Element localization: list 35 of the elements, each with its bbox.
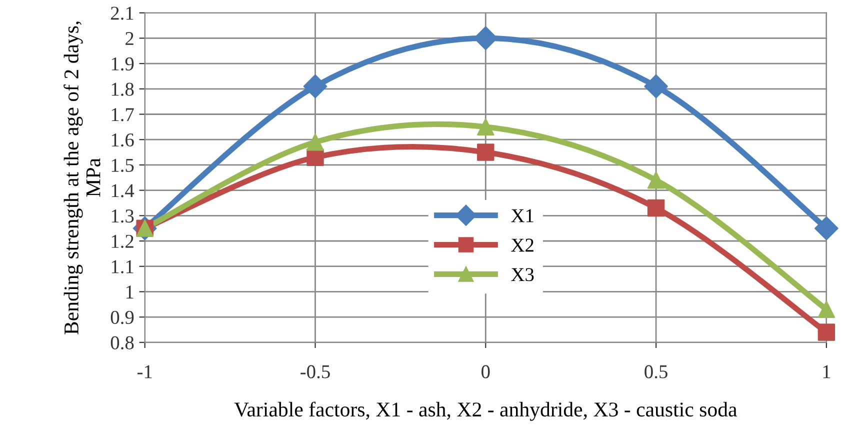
y-tick-label: 1.5 — [112, 158, 134, 172]
y-tick-label: 1.8 — [112, 82, 134, 96]
point — [477, 144, 494, 161]
x-tick-label: 1 — [823, 365, 830, 378]
point — [818, 300, 836, 318]
x-tick-label: 0.5 — [644, 365, 668, 378]
point — [647, 172, 665, 189]
legend-label: X2 — [511, 238, 534, 252]
y-tick-label: 1.6 — [112, 133, 134, 147]
legend-label: X1 — [511, 209, 534, 222]
point — [306, 148, 324, 166]
point — [477, 118, 494, 136]
y-tick-label: 1.1 — [112, 260, 134, 274]
point — [644, 74, 668, 98]
point — [306, 134, 324, 151]
y-tick-label: 2 — [126, 32, 134, 45]
legend-label: X3 — [511, 268, 534, 282]
y-tick-label: 1.4 — [112, 184, 134, 198]
y-tick-label: 2.1 — [110, 6, 134, 20]
x-tick-label: -1 — [137, 365, 152, 378]
y-tick-label: 0.8 — [110, 336, 134, 350]
y-tick-label: 1.9 — [112, 57, 134, 71]
y-tick-label: 1.3 — [112, 210, 134, 223]
y-tick-label: 1 — [126, 286, 134, 298]
x-tick-label: -0.5 — [300, 365, 330, 378]
x-tick-label: 0 — [482, 365, 490, 378]
x-axis-title: Variable factors, X1 - ash, X2 - anhydride, X3 - caustic soda — [234, 402, 737, 421]
point — [647, 199, 665, 217]
y-axis-title: Bending strength at the age of 2 days, MPa — [64, 22, 100, 334]
point — [818, 324, 836, 341]
y-tick-label: 0.9 — [110, 310, 134, 324]
point — [814, 216, 838, 240]
y-tick-label: 1.7 — [112, 108, 134, 122]
point — [303, 74, 328, 98]
y-tick-label: 1.2 — [112, 234, 134, 248]
